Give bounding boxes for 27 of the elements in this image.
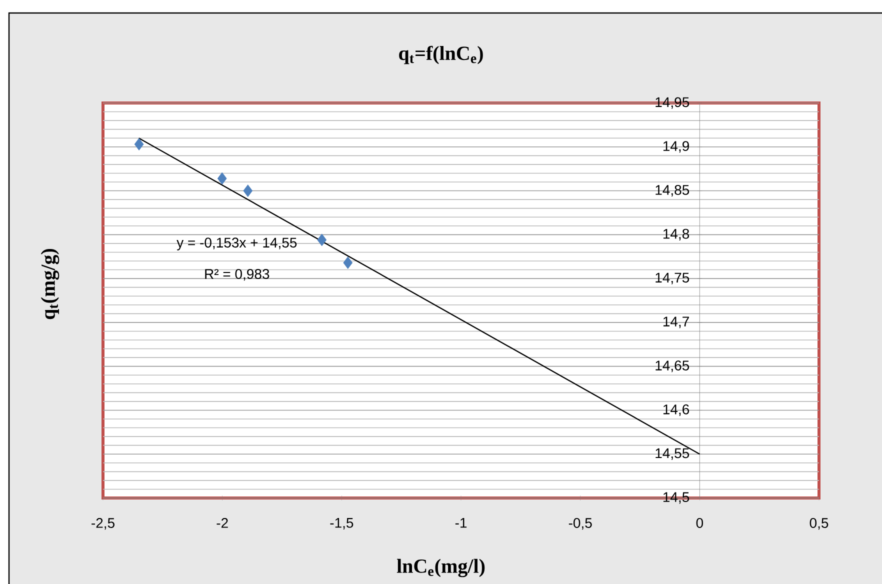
- point: [343, 256, 353, 269]
- x-tick-label: -1: [455, 518, 467, 528]
- y-tick-label: 14,6: [663, 404, 690, 416]
- y-tick-label: 14,55: [656, 448, 690, 460]
- x-tick-label: -2,5: [92, 518, 114, 530]
- x-tick-label: -2: [216, 518, 228, 528]
- y-tick-label: 14,8: [663, 228, 690, 240]
- chart-title: q$_{t}$=f(lnC$_{e}$): [399, 46, 483, 64]
- point: [217, 172, 227, 185]
- x-tick-label: -1,5: [330, 518, 354, 530]
- annotation: R² = 0,983: [205, 269, 270, 281]
- y-tick-label: 14,75: [656, 272, 690, 284]
- point: [134, 138, 144, 150]
- x-tick-label: -0,5: [568, 518, 592, 530]
- point: [317, 234, 327, 246]
- x-tick-label: 0,5: [810, 518, 828, 530]
- y-tick-label: 14,9: [663, 141, 689, 153]
- y-axis-title: q$_{t}$(mg/g): [40, 248, 60, 320]
- annotation: y = -0,153x + 14,55: [176, 238, 297, 250]
- y-tick-label: 14,7: [663, 316, 689, 328]
- y-tick-label: 14,85: [656, 184, 690, 197]
- y-tick-label: 14,95: [656, 97, 690, 109]
- point: [243, 184, 253, 197]
- y-tick-label: 14,65: [656, 360, 690, 372]
- x-tick-label: 0: [696, 518, 704, 528]
- y-tick-label: 14,5: [663, 492, 690, 504]
- x-axis-title: lnC$_{e}$(mg/l): [396, 558, 485, 578]
